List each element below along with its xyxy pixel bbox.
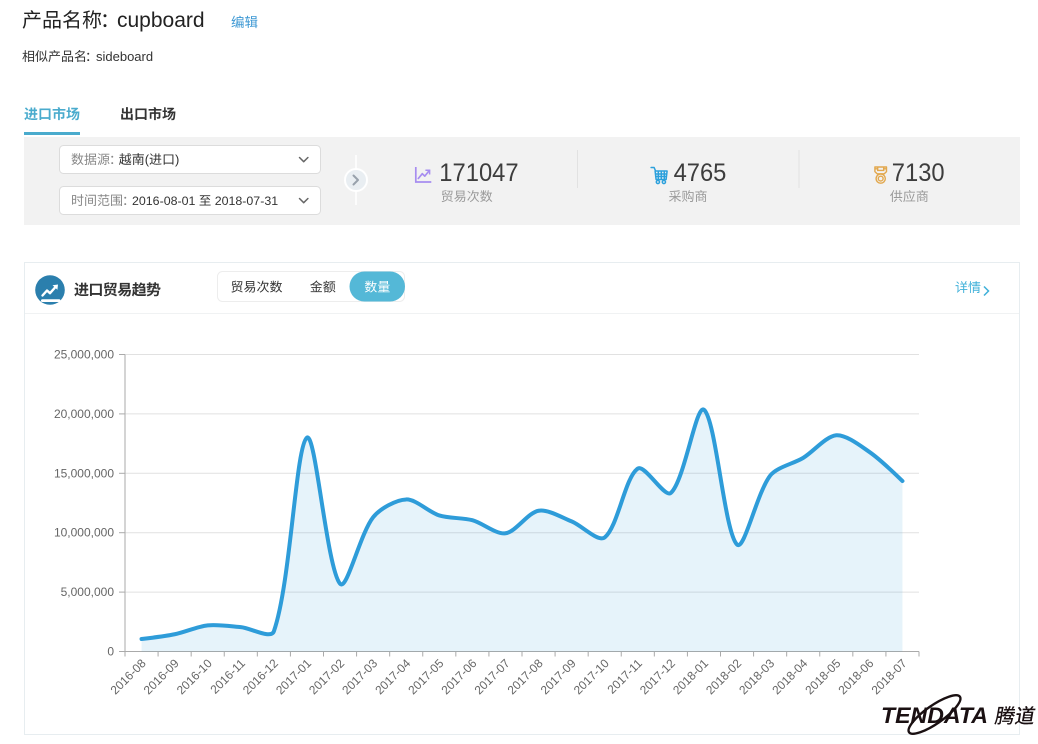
- svg-text:10,000,000: 10,000,000: [54, 526, 114, 540]
- svg-text:): ): [175, 152, 179, 167]
- svg-text:7130: 7130: [892, 159, 945, 187]
- svg-text:171047: 171047: [439, 159, 518, 187]
- svg-text:sideboard: sideboard: [96, 49, 153, 64]
- svg-text:20,000,000: 20,000,000: [54, 407, 114, 421]
- svg-text:15,000,000: 15,000,000: [54, 466, 114, 480]
- svg-text:2018-07-31: 2018-07-31: [215, 194, 278, 208]
- svg-text:(: (: [145, 152, 150, 167]
- svg-text:2016-08-01: 2016-08-01: [132, 194, 195, 208]
- svg-text:TENDATA: TENDATA: [881, 703, 988, 728]
- svg-text:cupboard: cupboard: [117, 9, 205, 32]
- svg-text:25,000,000: 25,000,000: [54, 348, 114, 362]
- svg-text:5,000,000: 5,000,000: [61, 585, 115, 599]
- svg-text:4765: 4765: [674, 159, 727, 187]
- svg-text:0: 0: [107, 645, 114, 659]
